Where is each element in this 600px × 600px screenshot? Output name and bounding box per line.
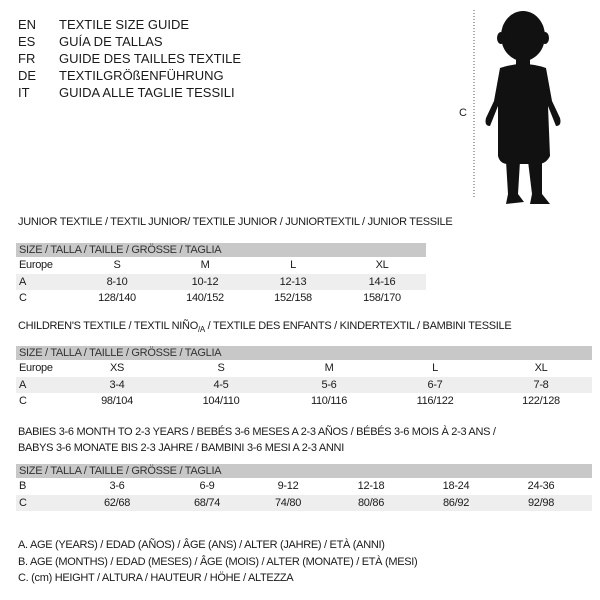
- lang-code: IT: [18, 85, 30, 100]
- cell: 74/80: [274, 496, 302, 509]
- cell: 104/110: [202, 395, 240, 407]
- cell: 86/92: [442, 496, 470, 509]
- title-subscript: /A: [197, 325, 205, 335]
- size-header: SIZE / TALLA / TAILLE / GRÖSSE / TAGLIA: [16, 464, 592, 478]
- table-row: C 128/140 140/152 152/158 158/170: [16, 290, 426, 307]
- row-label: Europe: [19, 259, 53, 271]
- cell: 9-12: [277, 480, 299, 492]
- legend-a: A. AGE (YEARS) / EDAD (AÑOS) / ÂGE (ANS)…: [18, 539, 385, 551]
- cell: 18-24: [442, 480, 470, 492]
- lang-code: FR: [18, 51, 36, 66]
- lang-title: GUÍA DE TALLAS: [59, 34, 163, 49]
- cell: 128/140: [98, 292, 136, 304]
- cell: 122/128: [522, 395, 560, 407]
- row-label: A: [19, 378, 27, 391]
- lang-title: TEXTILGRÖßENFÜHRUNG: [59, 68, 224, 83]
- title-es: ES GUÍA DE TALLAS: [18, 33, 163, 50]
- table-row: B 3-6 6-9 9-12 12-18 18-24 24-36: [16, 478, 592, 495]
- row-label: Europe: [19, 362, 53, 374]
- lang-code: DE: [18, 68, 37, 83]
- children-size-table: SIZE / TALLA / TAILLE / GRÖSSE / TAGLIA …: [16, 346, 592, 410]
- cell: L: [290, 259, 296, 271]
- table-row: C 62/68 68/74 74/80 80/86 86/92 92/98: [16, 494, 592, 511]
- legend-c: C. (cm) HEIGHT / ALTURA / HAUTEUR / HÖHE…: [18, 572, 294, 584]
- cell: L: [432, 362, 438, 374]
- lang-code: ES: [18, 34, 36, 49]
- cell: XS: [109, 362, 125, 374]
- cell: XL: [375, 259, 389, 271]
- cell: 152/158: [274, 292, 312, 304]
- table-row: Europe XS S M L XL: [16, 360, 592, 377]
- cell: 62/68: [103, 496, 131, 509]
- lang-title: GUIDE DES TAILLES TEXTILE: [59, 51, 242, 66]
- title-fr: FR GUIDE DES TAILLES TEXTILE: [18, 50, 241, 67]
- cell: 3-4: [109, 378, 125, 391]
- table-row: A 8-10 10-12 12-13 14-16: [16, 273, 426, 290]
- cell: 12-13: [279, 275, 307, 288]
- lang-title: TEXTILE SIZE GUIDE: [59, 17, 190, 32]
- cell: 24-36: [527, 480, 555, 492]
- title-en: EN TEXTILE SIZE GUIDE: [18, 16, 189, 33]
- cell: 92/98: [527, 496, 555, 509]
- cell: 110/116: [310, 395, 348, 407]
- size-header: SIZE / TALLA / TAILLE / GRÖSSE / TAGLIA: [16, 346, 592, 360]
- cell: 140/152: [186, 292, 224, 304]
- row-label: A: [19, 275, 27, 288]
- title-it: IT GUIDA ALLE TAGLIE TESSILI: [18, 84, 235, 101]
- title-part: CHILDREN'S TEXTILE / TEXTIL NIÑO: [18, 320, 198, 332]
- row-label: B: [19, 480, 27, 492]
- babies-size-table: SIZE / TALLA / TAILLE / GRÖSSE / TAGLIA …: [16, 464, 592, 511]
- title-part: / TEXTILE DES ENFANTS / KINDERTEXTIL / B…: [204, 320, 512, 332]
- cell: 116/122: [416, 395, 454, 407]
- cell: 3-6: [109, 480, 125, 492]
- size-header: SIZE / TALLA / TAILLE / GRÖSSE / TAGLIA: [16, 243, 426, 257]
- table-row: C 98/104 104/110 110/116 116/122 122/128: [16, 393, 592, 410]
- junior-title: JUNIOR TEXTILE / TEXTIL JUNIOR/ TEXTILE …: [18, 216, 453, 228]
- cell: 80/86: [357, 496, 385, 509]
- cell: 14-16: [368, 275, 396, 288]
- cell: 158/170: [363, 292, 401, 304]
- title-de: DE TEXTILGRÖßENFÜHRUNG: [18, 67, 224, 84]
- lang-title: GUIDA ALLE TAGLIE TESSILI: [59, 85, 235, 100]
- cell: S: [217, 362, 225, 374]
- cell: M: [324, 362, 334, 374]
- row-label: C: [19, 395, 27, 407]
- cell: 5-6: [321, 378, 337, 391]
- legend-b: B. AGE (MONTHS) / EDAD (MESES) / ÂGE (MO…: [18, 556, 418, 568]
- lang-code: EN: [18, 17, 37, 32]
- children-title: CHILDREN'S TEXTILE / TEXTIL NIÑO/A / TEX…: [18, 318, 512, 338]
- cell: 6-9: [199, 480, 215, 492]
- cell: 12-18: [357, 480, 385, 492]
- cell: 68/74: [193, 496, 221, 509]
- table-row: A 3-4 4-5 5-6 6-7 7-8: [16, 376, 592, 393]
- cell: S: [113, 259, 121, 271]
- row-label: C: [19, 496, 27, 509]
- baby-silhouette-icon: [473, 10, 561, 204]
- cell: 98/104: [101, 395, 133, 407]
- cell: 7-8: [533, 378, 549, 391]
- cell: 10-12: [191, 275, 219, 288]
- babies-title-line1: BABIES 3-6 MONTH TO 2-3 YEARS / BEBÉS 3-…: [18, 426, 496, 438]
- junior-size-table: SIZE / TALLA / TAILLE / GRÖSSE / TAGLIA …: [16, 243, 426, 307]
- babies-title-line2: BABYS 3-6 MONATE BIS 2-3 JAHRE / BAMBINI…: [18, 442, 344, 454]
- cell: M: [200, 259, 210, 271]
- cell: 6-7: [427, 378, 443, 391]
- row-label: C: [19, 292, 27, 304]
- cell: 4-5: [213, 378, 229, 391]
- cell: 8-10: [106, 275, 128, 288]
- height-label: C: [459, 107, 467, 119]
- table-row: Europe S M L XL: [16, 257, 426, 274]
- cell: XL: [534, 362, 548, 374]
